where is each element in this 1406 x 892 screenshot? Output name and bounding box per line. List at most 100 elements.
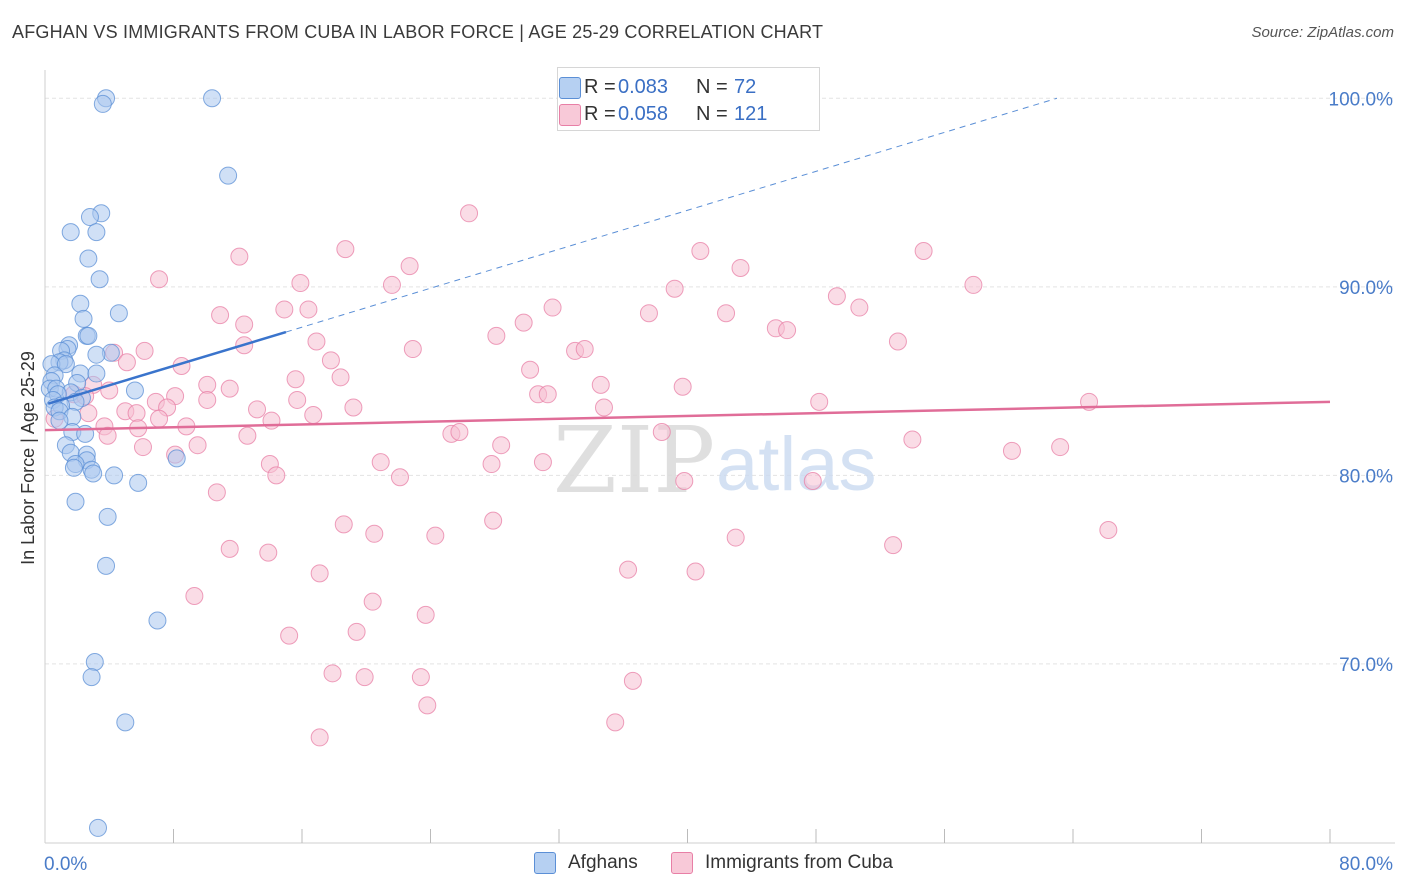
cuba-point — [686, 562, 705, 581]
afghan-point — [84, 464, 103, 483]
cuba-point — [259, 543, 278, 562]
legend-n-label: N = — [696, 75, 728, 98]
afghan-point — [87, 364, 106, 383]
cuba-point — [810, 392, 829, 411]
y-tick-labels: 70.0% 80.0% 90.0% 100.0% — [1329, 89, 1394, 676]
cuba-point — [198, 390, 217, 409]
cuba-point — [211, 306, 230, 325]
cuba-point — [310, 728, 329, 747]
cuba-point — [411, 668, 430, 687]
chart-title: AFGHAN VS IMMIGRANTS FROM CUBA IN LABOR … — [12, 22, 824, 42]
cuba-point — [1002, 441, 1021, 460]
cuba-point — [248, 400, 267, 419]
afghan-point — [125, 381, 144, 400]
cuba-point — [623, 671, 642, 690]
cuba-point — [220, 539, 239, 558]
afghan-point — [71, 294, 90, 313]
cuba-point — [639, 304, 658, 323]
afghan-point — [90, 270, 109, 289]
cuba-point — [606, 713, 625, 732]
cuba-point — [543, 298, 562, 317]
cuba-point — [884, 536, 903, 555]
legend-n-label: N = — [696, 102, 728, 125]
cuba-point — [460, 204, 479, 223]
cuba-point — [888, 332, 907, 351]
cuba-point — [238, 426, 257, 445]
cuba-point — [371, 453, 390, 472]
cuba-point — [594, 398, 613, 417]
afghan-point — [85, 653, 104, 672]
cuba-point — [310, 564, 329, 583]
afghan-point — [97, 556, 116, 575]
afghan-point — [109, 304, 128, 323]
afghan-point — [148, 611, 167, 630]
trend-lines — [44, 97, 1331, 432]
source-label: Source: ZipAtlas.com — [1251, 24, 1394, 41]
afghan-point — [82, 668, 101, 687]
cuba-point — [198, 375, 217, 394]
cuba-point — [673, 377, 692, 396]
cuba-point — [188, 436, 207, 455]
cuba-point — [691, 241, 710, 260]
afghan-point — [79, 249, 98, 268]
afghan-point — [89, 818, 108, 837]
cuba-point — [150, 409, 169, 428]
afghan-point — [203, 89, 222, 108]
afghan-trend-line — [47, 330, 287, 405]
cuba-point — [355, 668, 374, 687]
legend-swatch-cuba — [559, 104, 581, 126]
afghan-point — [87, 345, 106, 364]
afghan-point — [56, 355, 75, 374]
legend-r-label: R = — [584, 102, 616, 125]
cuba-point — [127, 404, 146, 423]
cuba-point — [484, 511, 503, 530]
cuba-point — [717, 304, 736, 323]
legend-row-afghans: R = 0.083 N = 72 — [559, 74, 756, 100]
bottom-legend-afghans: Afghans — [534, 852, 638, 874]
cuba-point — [450, 422, 469, 441]
afghan-point — [80, 208, 99, 227]
cuba-point — [482, 455, 501, 474]
cuba-point — [150, 270, 169, 289]
cuba-point — [336, 240, 355, 259]
afghan-point — [87, 223, 106, 242]
afghan-point — [129, 473, 148, 492]
cuba-point — [323, 664, 342, 683]
legend: R = 0.083 N = 72 R = 0.058 N = 121 — [557, 67, 820, 131]
cuba-point — [135, 341, 154, 360]
cuba-point — [262, 411, 281, 430]
cuba-point — [521, 360, 540, 379]
legend-n-value: 121 — [734, 102, 768, 125]
cuba-point — [133, 438, 152, 457]
cuba-point — [487, 326, 506, 345]
cuba-point — [575, 340, 594, 359]
cuba-point — [185, 587, 204, 606]
cuba-point — [675, 472, 694, 491]
afghan-point — [93, 94, 112, 113]
afghan-point — [219, 166, 238, 185]
y-tick-label: 70.0% — [1339, 655, 1393, 676]
cuba-point — [400, 257, 419, 276]
afghan-point — [61, 223, 80, 242]
cuba-point — [533, 453, 552, 472]
afghan-point — [64, 458, 83, 477]
legend-swatch-afghans — [559, 77, 581, 99]
cuba-point — [964, 275, 983, 294]
cuba-point — [344, 398, 363, 417]
legend-r-value: 0.058 — [618, 102, 669, 125]
afghan-point — [98, 507, 117, 526]
bottom-legend-cuba: Immigrants from Cuba — [671, 852, 893, 874]
cuba-point — [275, 300, 294, 319]
cuba-point — [230, 247, 249, 266]
bottom-legend-swatch-afghans — [534, 852, 556, 874]
cuba-point — [731, 258, 750, 277]
cuba-point — [291, 274, 310, 293]
cuba-point — [726, 528, 745, 547]
y-tick-label: 80.0% — [1339, 466, 1393, 487]
cuba-point — [827, 287, 846, 306]
bottom-legend-label-cuba: Immigrants from Cuba — [705, 852, 893, 873]
cuba-point — [365, 524, 384, 543]
cuba-point — [914, 241, 933, 260]
cuba-point — [426, 526, 445, 545]
afghan-point — [66, 492, 85, 511]
